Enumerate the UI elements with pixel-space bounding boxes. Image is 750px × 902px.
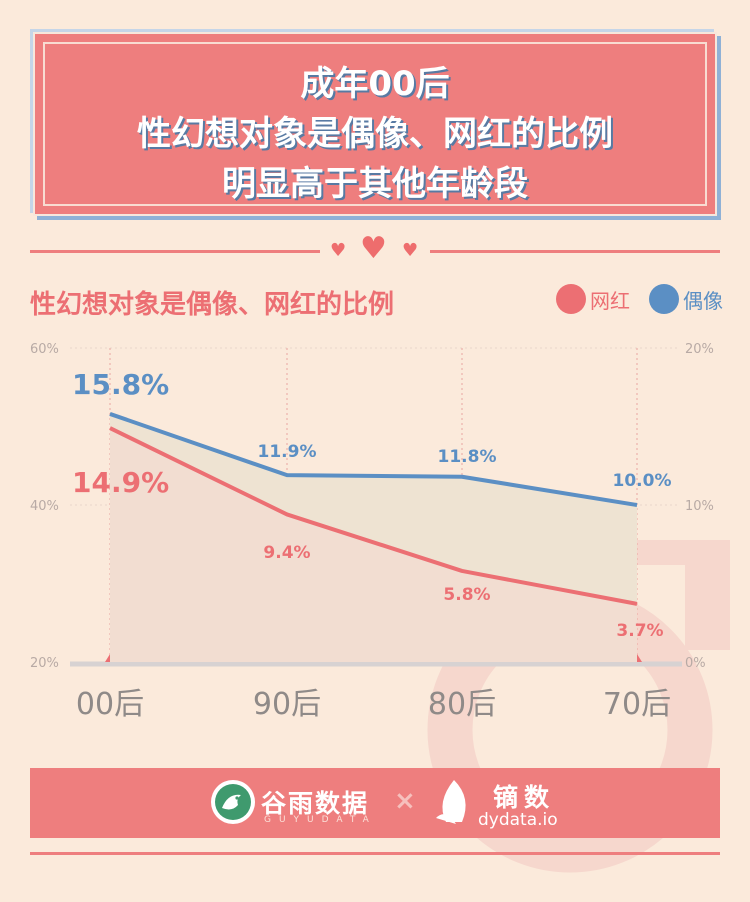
line-chart: 60% 40% 20% 20% 10% 0% 00后 90后 80后 70后 15.8% 11.9% 1… [30, 342, 714, 722]
heart-icon: ♥ [402, 240, 419, 261]
chart-title: 性幻想对象是偶像、网红的比例 [30, 290, 395, 320]
legend-item-wanghong: 网红 [556, 284, 630, 314]
title-line-1: 成年00后 [300, 64, 450, 104]
title-line-2: 性幻想对象是偶像、网红的比例 [137, 114, 613, 154]
bird-logo-icon [211, 780, 255, 824]
left-axis-tick: 40% [30, 499, 59, 514]
right-axis-tick: 20% [685, 342, 714, 357]
legend-swatch [649, 284, 679, 314]
guyu-brand: 谷雨数据 [211, 780, 369, 824]
footer-banner [30, 768, 720, 838]
right-axis-tick: 10% [685, 499, 714, 514]
right-axis-tick: 0% [685, 656, 706, 671]
x-category-label: 80后 [428, 687, 496, 722]
legend-swatch [556, 284, 586, 314]
left-axis-tick: 60% [30, 342, 59, 357]
legend-label: 网红 [590, 288, 630, 313]
line-ouxiang [109, 412, 638, 507]
brand2-subtitle: dydata.io [478, 810, 558, 830]
data-label-ouxiang: 15.8% [72, 368, 169, 401]
heart-icon: ♥ [330, 240, 347, 261]
data-label-ouxiang: 11.9% [258, 442, 317, 462]
brand2-name: 镝数 [493, 783, 556, 812]
x-category-label: 90后 [253, 687, 321, 722]
feather-logo-icon [436, 780, 466, 824]
brand1-name: 谷雨数据 [261, 789, 370, 818]
data-label-ouxiang: 11.8% [438, 447, 497, 467]
divider-left [30, 250, 320, 253]
legend-item-ouxiang: 偶像 [649, 284, 723, 314]
footer-divider [30, 852, 720, 855]
data-label-ouxiang: 10.0% [613, 471, 672, 491]
data-label-wanghong: 5.8% [443, 585, 490, 605]
title-banner: 成年00后 性幻想对象是偶像、网红的比例 明显高于其他年龄段 [33, 32, 717, 216]
legend-label: 偶像 [683, 288, 723, 313]
data-label-wanghong: 9.4% [263, 543, 310, 563]
area-under-wanghong [110, 428, 637, 662]
heart-icon: ♥ [360, 231, 387, 266]
left-axis-tick: 20% [30, 656, 59, 671]
data-label-wanghong: 3.7% [616, 621, 663, 641]
brand1-subtitle: GUYUDATA [264, 815, 377, 825]
separator-x: × [394, 786, 416, 816]
data-label-wanghong: 14.9% [72, 466, 169, 499]
title-line-3: 明显高于其他年龄段 [222, 164, 528, 204]
x-category-label: 70后 [603, 687, 671, 722]
divider-right [430, 250, 720, 253]
line-wanghong [109, 426, 638, 606]
x-category-label: 00后 [76, 687, 144, 722]
